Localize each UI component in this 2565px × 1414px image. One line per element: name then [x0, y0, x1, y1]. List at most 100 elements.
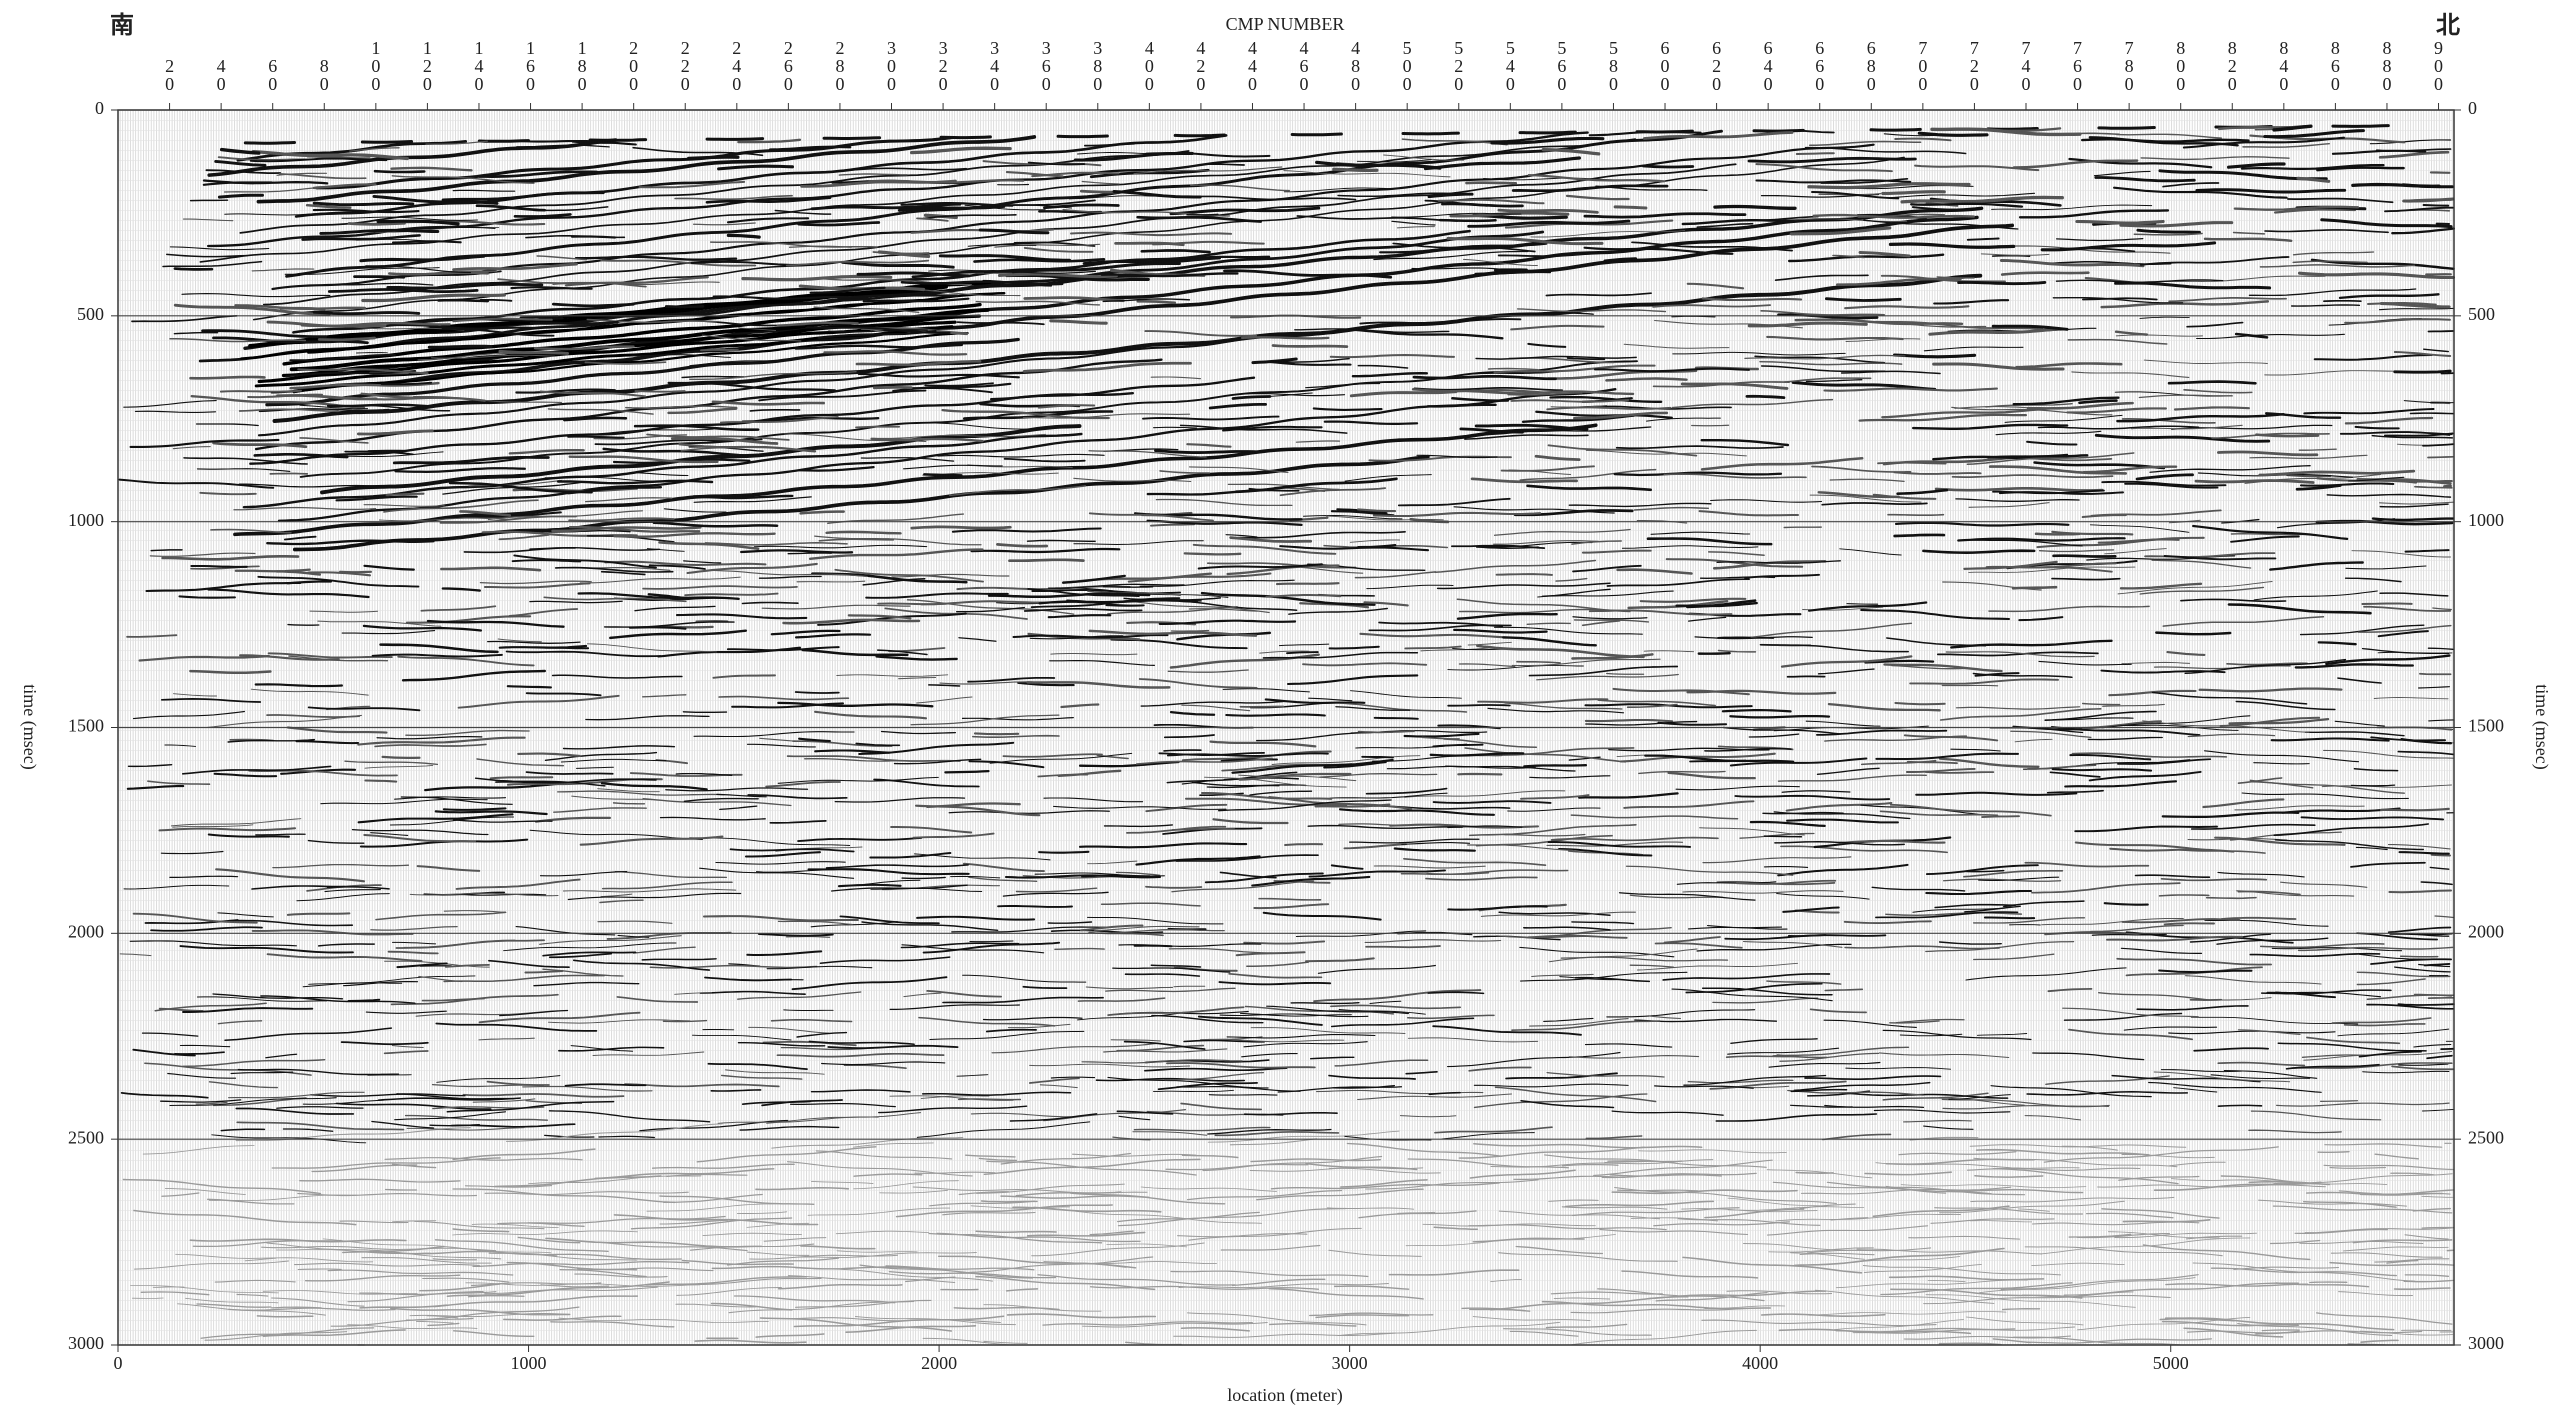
reflection-event [198, 230, 1545, 363]
reflection-event [1780, 655, 1913, 668]
reflection-event [1951, 406, 2113, 416]
reflection-event [1357, 364, 1409, 369]
reflection-event [2275, 1282, 2370, 1288]
reflection-event [442, 807, 507, 811]
reflection-event [534, 816, 612, 823]
reflection-event [1696, 943, 1852, 952]
reflection-event [164, 744, 197, 747]
reflection-event [1930, 127, 2082, 137]
reflection-event [1791, 380, 1937, 391]
reflection-event [592, 1051, 705, 1056]
reflection-event [2081, 513, 2127, 519]
reflection-event [920, 1095, 990, 1099]
reflection-event [2299, 624, 2425, 636]
reflection-event [129, 940, 297, 947]
reflection-event [1783, 218, 1908, 222]
reflection-event [968, 760, 1045, 769]
reflection-event [1219, 871, 1277, 879]
reflection-event [1073, 540, 1204, 545]
reflection-event [312, 310, 421, 316]
reflection-event [217, 156, 306, 161]
reflection-event [452, 262, 578, 271]
reflection-event [2298, 448, 2337, 451]
reflection-event [251, 885, 346, 890]
reflection-event [375, 911, 507, 921]
reflection-event [856, 271, 971, 278]
reflection-event [1279, 545, 1430, 552]
reflection-event [1523, 764, 1588, 768]
reflection-event [634, 605, 716, 612]
reflection-event [476, 758, 565, 767]
reflection-event [1337, 1321, 1561, 1337]
reflection-event [326, 403, 428, 408]
reflection-event [2261, 1329, 2300, 1332]
reflection-event [757, 933, 834, 937]
reflection-event [2076, 1233, 2170, 1239]
reflection-event [326, 886, 390, 890]
reflection-event [376, 735, 483, 740]
reflection-event [513, 554, 657, 569]
reflection-event [1325, 515, 1444, 521]
reflection-event [2183, 1327, 2284, 1338]
reflection-event [1621, 545, 1759, 549]
reflection-event [510, 286, 593, 290]
reflection-event [1250, 1027, 1406, 1034]
reflection-event [286, 580, 333, 585]
reflection-event [1875, 911, 2019, 919]
reflection-event [975, 1275, 1156, 1291]
reflection-event [916, 1121, 1091, 1138]
reflection-event [2217, 1104, 2263, 1107]
reflection-event [1625, 865, 1794, 876]
reflection-event [1555, 577, 1588, 582]
reflection-event [970, 1112, 1077, 1118]
reflection-event [1824, 988, 1864, 992]
reflection-event [1808, 1311, 2007, 1316]
reflection-event [1613, 471, 1783, 477]
reflection-event [2388, 889, 2452, 894]
reflection-event [749, 408, 801, 412]
reflection-event [1802, 129, 1835, 134]
reflection-event [317, 943, 375, 947]
reflection-event [122, 1178, 322, 1195]
reflection-event [390, 993, 559, 1006]
reflection-event [207, 833, 290, 838]
reflection-event [2379, 501, 2455, 505]
reflection-event [208, 1194, 358, 1201]
reflection-event [1903, 1119, 1972, 1123]
reflection-event [276, 1106, 364, 1109]
reflection-event [2233, 205, 2360, 211]
reflection-event [452, 1228, 510, 1233]
reflection-event [414, 1220, 545, 1230]
reflection-event [664, 304, 705, 309]
reflection-event [277, 388, 1617, 522]
reflection-event [1490, 1295, 1689, 1311]
reflection-event [1389, 823, 1540, 829]
reflection-event [1432, 800, 1552, 804]
reflection-event [2273, 1173, 2453, 1185]
reflection-event [799, 510, 845, 515]
reflection-event [1502, 636, 1597, 647]
reflection-event [533, 206, 609, 212]
reflection-event [396, 1093, 515, 1100]
reflection-event [1145, 803, 1228, 813]
reflection-event [1421, 736, 1460, 740]
reflection-event [975, 300, 1101, 306]
reflection-event [1328, 1074, 1417, 1080]
y-tick-label-right: 2000 [2468, 921, 2504, 941]
reflection-event [300, 215, 1979, 378]
reflection-event [567, 435, 625, 439]
reflection-event [2195, 188, 2347, 194]
reflection-event [1038, 850, 1090, 854]
reflection-event [434, 1239, 609, 1253]
reflection-event [1397, 497, 1511, 507]
reflection-event [612, 802, 646, 805]
reflection-event [759, 1317, 953, 1332]
reflection-event [1473, 1093, 1648, 1109]
reflection-event [1079, 924, 1144, 932]
reflection-event [1473, 1083, 1629, 1088]
